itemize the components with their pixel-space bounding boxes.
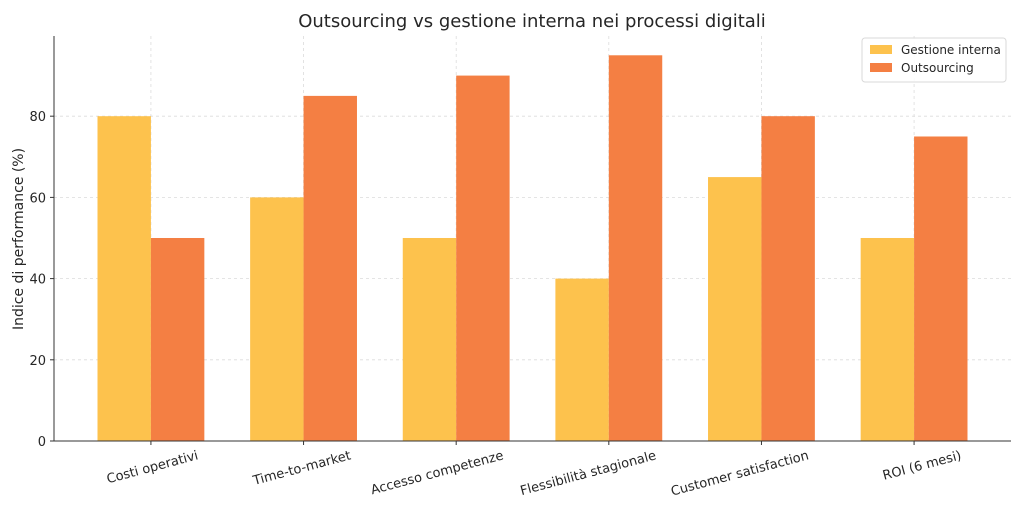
x-tick-label: ROI (6 mesi) [881,448,963,483]
bar-gestione-interna-1 [250,197,304,441]
x-tick-label: Time-to-market [251,448,353,489]
legend: Gestione interna Outsourcing [861,37,1007,83]
bar-outsourcing-0 [150,237,205,441]
y-tick-label: 0 [38,435,46,450]
legend-label-outsourcing: Outsourcing [901,61,974,75]
bar-gestione-interna-0 [97,116,151,441]
y-axis-label: Indice di performance (%) [11,148,27,330]
bar-outsourcing-5 [914,136,968,442]
x-tick-label: Accesso competenze [369,448,505,498]
bar-gestione-interna-2 [402,237,457,441]
axes [53,36,1011,442]
legend-label-gestione-interna: Gestione interna [901,43,1001,57]
legend-frame [861,37,1007,83]
y-tick-label: 40 [29,273,46,288]
bar-gestione-interna-4 [708,177,762,442]
bar-gestione-interna-3 [555,278,609,441]
legend-swatch-gestione-interna [870,45,892,54]
chart-title: Outsourcing vs gestione interna nei proc… [298,11,766,32]
x-tick-label: Costi operativi [105,448,200,487]
bar-gestione-interna-5 [860,237,915,441]
bars [97,55,968,442]
legend-swatch-outsourcing [870,63,892,72]
y-tick-label: 20 [29,354,46,369]
y-ticks: 0 20 40 60 80 [29,110,54,450]
y-tick-label: 80 [29,110,46,125]
x-ticks: Costi operativi Time-to-market Accesso com… [105,441,963,500]
x-tick-label: Flessibilità stagionale [519,448,658,499]
bar-outsourcing-1 [303,95,357,442]
bar-outsourcing-3 [608,55,663,442]
y-tick-label: 60 [29,191,46,206]
bar-outsourcing-4 [761,116,815,441]
x-tick-label: Customer satisfaction [669,448,810,499]
bar-outsourcing-2 [456,75,510,442]
